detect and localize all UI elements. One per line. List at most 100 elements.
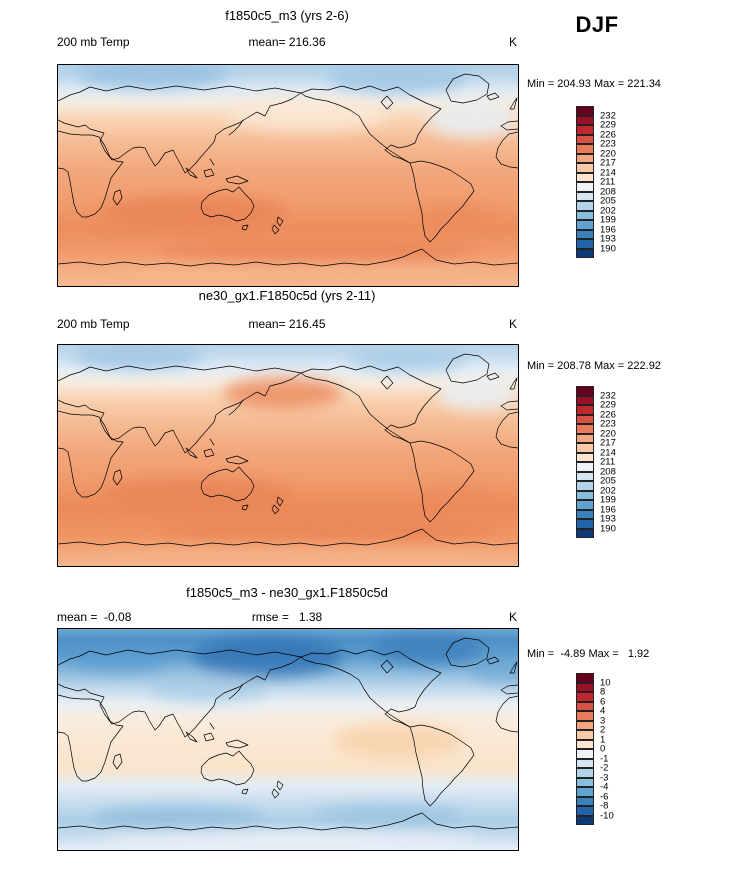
temperature-anomaly-blobs bbox=[78, 65, 518, 286]
colorbar-box bbox=[576, 806, 594, 816]
minmax-label: Min = 204.93 Max = 221.34 bbox=[527, 78, 661, 90]
colorbar: 232 229 226 223 220 217 214 211 208 205 202 199 196 1… bbox=[576, 106, 616, 258]
colorbar-tick-label: 2 bbox=[600, 724, 606, 736]
colorbar-tick-label: 217 bbox=[600, 157, 616, 169]
variable-label: 200 mb Temp bbox=[57, 35, 130, 49]
colorbar-tick-label: 193 bbox=[600, 233, 616, 245]
colorbar-tick-label: 205 bbox=[600, 475, 616, 487]
colorbar-box bbox=[576, 191, 594, 201]
map-model-a bbox=[57, 64, 519, 287]
colorbar-tick-label: -8 bbox=[600, 800, 609, 812]
colorbar-box bbox=[576, 711, 594, 721]
colorbar-box bbox=[576, 144, 594, 154]
colorbar-tick-label: 6 bbox=[600, 695, 606, 707]
colorbar-tick-label: 205 bbox=[600, 195, 616, 207]
colorbar-box bbox=[576, 210, 594, 220]
colorbar-box bbox=[576, 787, 594, 797]
mean-label: mean= 216.36 bbox=[248, 35, 326, 49]
colorbar-tick-label: 229 bbox=[600, 399, 616, 411]
colorbar-box bbox=[576, 777, 594, 787]
colorbar: 232 229 226 223 220 217 214 211 208 205 202 199 196 1… bbox=[576, 386, 616, 538]
colorbar-box bbox=[576, 248, 594, 258]
colorbar-box bbox=[576, 758, 594, 768]
colorbar-tick-label: 226 bbox=[600, 128, 616, 140]
colorbar-box bbox=[576, 172, 594, 182]
variable-label: 200 mb Temp bbox=[57, 317, 130, 331]
colorbar-box bbox=[576, 239, 594, 249]
mean-label: mean = -0.08 bbox=[57, 610, 132, 624]
colorbar-box bbox=[576, 500, 594, 510]
colorbar-box bbox=[576, 720, 594, 730]
panel-title: ne30_gx1.F1850c5d (yrs 2-11) bbox=[198, 288, 376, 303]
colorbar-box bbox=[576, 414, 594, 424]
colorbar-tick-label: 226 bbox=[600, 408, 616, 420]
map-difference bbox=[57, 628, 519, 851]
colorbar-tick-label: 202 bbox=[600, 484, 616, 496]
colorbar-box bbox=[576, 692, 594, 702]
colorbar-box bbox=[576, 125, 594, 135]
colorbar-tick-label: 214 bbox=[600, 446, 616, 458]
colorbar-tick-label: 217 bbox=[600, 437, 616, 449]
map-model-b bbox=[57, 344, 519, 567]
minmax-label: Min = 208.78 Max = 222.92 bbox=[527, 360, 661, 372]
colorbar-tick-label: 214 bbox=[600, 166, 616, 178]
colorbar-tick-label: 199 bbox=[600, 214, 616, 226]
colorbar-box bbox=[576, 115, 594, 125]
colorbar-box bbox=[576, 163, 594, 173]
colorbar-box bbox=[576, 749, 594, 759]
colorbar-box bbox=[576, 796, 594, 806]
colorbar-box bbox=[576, 106, 594, 116]
colorbar-tick-label: 208 bbox=[600, 465, 616, 477]
colorbar-box bbox=[576, 452, 594, 462]
colorbar-tick-label: 220 bbox=[600, 147, 616, 159]
colorbar-tick-label: 8 bbox=[600, 686, 606, 698]
colorbar-tick-label: 232 bbox=[600, 109, 616, 121]
colorbar-box bbox=[576, 701, 594, 711]
colorbar-tick-label: -6 bbox=[600, 790, 609, 802]
colorbar-box bbox=[576, 443, 594, 453]
colorbar-box bbox=[576, 395, 594, 405]
colorbar-tick-label: 0 bbox=[600, 743, 606, 755]
colorbar-tick-label: 211 bbox=[600, 456, 616, 468]
colorbar-tick-label: 10 bbox=[600, 676, 611, 688]
colorbar-tick-label: -3 bbox=[600, 771, 609, 783]
colorbar-box bbox=[576, 528, 594, 538]
colorbar-tick-label: 196 bbox=[600, 503, 616, 515]
colorbar-tick-label: 3 bbox=[600, 714, 606, 726]
colorbar-tick-label: 1 bbox=[600, 733, 606, 745]
map-model-a-svg bbox=[58, 65, 518, 286]
colorbar-box bbox=[576, 730, 594, 740]
colorbar-box bbox=[576, 509, 594, 519]
colorbar-box bbox=[576, 815, 594, 825]
colorbar-box bbox=[576, 424, 594, 434]
colorbar-tick-label: 202 bbox=[600, 204, 616, 216]
map-model-b-svg bbox=[58, 345, 518, 566]
colorbar-box bbox=[576, 481, 594, 491]
colorbar-tick-label: 190 bbox=[600, 522, 616, 534]
colorbar-tick-label: 208 bbox=[600, 185, 616, 197]
colorbar-tick-label: 220 bbox=[600, 427, 616, 439]
map-difference-svg bbox=[58, 629, 518, 850]
panel-title: f1850c5_m3 - ne30_gx1.F1850c5d bbox=[186, 585, 388, 600]
panel-title: f1850c5_m3 (yrs 2-6) bbox=[225, 8, 349, 23]
units-label: K bbox=[508, 610, 517, 624]
colorbar-tick-label: -10 bbox=[600, 809, 614, 821]
minmax-label: Min = -4.89 Max = 1.92 bbox=[527, 648, 650, 660]
units-label: K bbox=[508, 35, 517, 49]
colorbar-box bbox=[576, 182, 594, 192]
colorbar-tick-label: -1 bbox=[600, 752, 609, 764]
colorbar-tick-label: 211 bbox=[600, 176, 616, 188]
mean-label: mean= 216.45 bbox=[248, 317, 326, 331]
colorbar-tick-label: 223 bbox=[600, 418, 616, 430]
colorbar-box bbox=[576, 768, 594, 778]
rmse-label: rmse = 1.38 bbox=[251, 610, 323, 624]
colorbar-box bbox=[576, 134, 594, 144]
colorbar-tick-label: 199 bbox=[600, 494, 616, 506]
colorbar-tick-label: 193 bbox=[600, 513, 616, 525]
colorbar-tick-label: 223 bbox=[600, 138, 616, 150]
colorbar-tick-label: 229 bbox=[600, 119, 616, 131]
colorbar-tick-label: 232 bbox=[600, 389, 616, 401]
colorbar-box bbox=[576, 433, 594, 443]
colorbar-box bbox=[576, 673, 594, 683]
